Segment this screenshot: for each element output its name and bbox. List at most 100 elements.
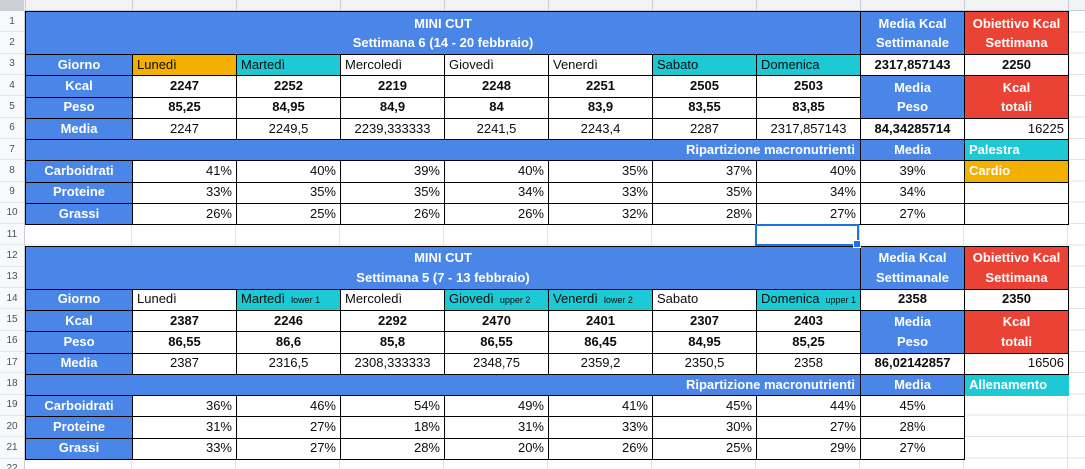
sport-cell[interactable] — [965, 439, 1069, 460]
media-value-cell[interactable]: 2387 — [133, 353, 237, 375]
proteine-pct-cell[interactable]: 34% — [445, 182, 549, 205]
media-value-cell[interactable]: 2308,333333 — [341, 353, 445, 375]
peso-value-cell[interactable]: 83,85 — [757, 97, 861, 119]
kcal-totali-header-cell[interactable]: Kcal totali — [965, 310, 1069, 354]
day-cell[interactable]: Domenica upper 1 — [757, 289, 861, 311]
media-column-header-cell[interactable]: Media — [861, 374, 965, 397]
row-number[interactable]: 11 — [0, 224, 24, 246]
media-kcal-value-cell[interactable]: 2317,857143 — [861, 55, 965, 77]
grassi-media-cell[interactable]: 27% — [861, 438, 965, 461]
kcal-label-cell[interactable]: Kcal — [26, 76, 133, 98]
sport-cell[interactable]: Palestra — [965, 140, 1069, 162]
kcal-value-cell[interactable]: 2505 — [653, 76, 757, 98]
kcal-value-cell[interactable]: 2292 — [341, 310, 445, 333]
peso-value-cell[interactable]: 86,55 — [445, 332, 549, 354]
media-value-cell[interactable]: 2287 — [653, 118, 757, 141]
grassi-pct-cell[interactable]: 28% — [653, 204, 757, 226]
grassi-pct-cell[interactable]: 27% — [237, 438, 341, 461]
media-value-cell[interactable]: 2243,4 — [549, 118, 653, 141]
proteine-pct-cell[interactable]: 33% — [133, 182, 237, 205]
day-cell[interactable]: Martedì — [237, 55, 341, 77]
kcal-value-cell[interactable]: 2248 — [445, 76, 549, 98]
day-cell[interactable]: Lunedì — [133, 55, 237, 77]
day-cell[interactable]: Sabato — [653, 289, 757, 311]
row-number[interactable]: 3 — [0, 54, 24, 75]
grassi-pct-cell[interactable]: 29% — [757, 438, 861, 461]
row-number[interactable]: 22 — [0, 459, 24, 469]
media-kcal-value-cell[interactable]: 2358 — [861, 289, 965, 311]
day-cell[interactable]: Martedì lower 1 — [237, 289, 341, 311]
obiettivo-kcal-header-cell[interactable]: Obiettivo Kcal Settimana — [965, 246, 1069, 290]
peso-value-cell[interactable]: 86,6 — [237, 332, 341, 354]
peso-label-cell[interactable]: Peso — [26, 332, 133, 354]
peso-value-cell[interactable]: 84,9 — [341, 97, 445, 119]
carboidrati-label-cell[interactable]: Carboidrati — [26, 396, 133, 418]
sport-cell[interactable] — [965, 396, 1069, 417]
peso-value-cell[interactable]: 85,25 — [133, 97, 237, 119]
peso-value-cell[interactable]: 84,95 — [237, 97, 341, 119]
peso-value-cell[interactable]: 86,45 — [549, 332, 653, 354]
row-number[interactable]: 13 — [0, 267, 24, 289]
media-value-cell[interactable]: 2358 — [757, 353, 861, 375]
proteine-pct-cell[interactable]: 35% — [237, 182, 341, 205]
day-cell[interactable]: Giovedì upper 2 — [445, 289, 549, 311]
row-number[interactable]: 18 — [0, 373, 24, 395]
day-cell[interactable]: Mercoledì — [341, 289, 445, 311]
carboidrati-pct-cell[interactable]: 40% — [237, 161, 341, 183]
row-number[interactable]: 17 — [0, 352, 24, 374]
carboidrati-label-cell[interactable]: Carboidrati — [26, 161, 133, 183]
row-number[interactable]: 7 — [0, 139, 24, 161]
media-peso-header-cell[interactable]: Media Peso — [861, 310, 965, 354]
grassi-pct-cell[interactable]: 26% — [341, 204, 445, 226]
kcal-value-cell[interactable]: 2251 — [549, 76, 653, 98]
proteine-pct-cell[interactable]: 31% — [445, 417, 549, 439]
day-cell[interactable]: Mercoledì — [341, 55, 445, 77]
select-all-corner[interactable] — [0, 0, 24, 10]
proteine-pct-cell[interactable]: 27% — [757, 417, 861, 439]
peso-value-cell[interactable]: 83,55 — [653, 97, 757, 119]
proteine-pct-cell[interactable]: 33% — [549, 182, 653, 205]
day-cell[interactable]: Sabato — [653, 55, 757, 77]
carboidrati-pct-cell[interactable]: 45% — [653, 396, 757, 418]
peso-value-cell[interactable]: 84 — [445, 97, 549, 119]
kcal-value-cell[interactable]: 2403 — [757, 310, 861, 333]
table-title-cell[interactable]: MINI CUT Settimana 6 (14 - 20 febbraio) — [26, 12, 861, 55]
media-peso-value-cell[interactable]: 86,02142857 — [861, 353, 965, 375]
carboidrati-pct-cell[interactable]: 40% — [445, 161, 549, 183]
kcal-value-cell[interactable]: 2470 — [445, 310, 549, 333]
column-header-strip[interactable] — [0, 0, 1085, 11]
grassi-pct-cell[interactable]: 32% — [549, 204, 653, 226]
media-value-cell[interactable]: 2348,75 — [445, 353, 549, 375]
day-cell[interactable]: Lunedì — [133, 289, 237, 311]
day-cell[interactable]: Domenica — [757, 55, 861, 77]
sport-cell[interactable]: Cardio — [965, 161, 1069, 183]
proteine-label-cell[interactable]: Proteine — [26, 417, 133, 439]
obiettivo-kcal-value-cell[interactable]: 2350 — [965, 289, 1069, 311]
proteine-pct-cell[interactable]: 33% — [549, 417, 653, 439]
grassi-pct-cell[interactable]: 26% — [133, 204, 237, 226]
row-number[interactable]: 5 — [0, 96, 24, 118]
proteine-pct-cell[interactable]: 34% — [757, 182, 861, 205]
row-number[interactable]: 8 — [0, 160, 24, 182]
kcal-totali-value-cell[interactable]: 16225 — [965, 118, 1069, 141]
peso-value-cell[interactable]: 85,8 — [341, 332, 445, 354]
carboidrati-pct-cell[interactable]: 54% — [341, 396, 445, 418]
row-number[interactable]: 16 — [0, 331, 24, 352]
proteine-pct-cell[interactable]: 31% — [133, 417, 237, 439]
kcal-totali-header-cell[interactable]: Kcal totali — [965, 76, 1069, 119]
kcal-value-cell[interactable]: 2246 — [237, 310, 341, 333]
day-cell[interactable]: Giovedì — [445, 55, 549, 77]
proteine-pct-cell[interactable]: 30% — [653, 417, 757, 439]
giorno-label-cell[interactable]: Giorno — [26, 55, 133, 77]
media-value-cell[interactable]: 2241,5 — [445, 118, 549, 141]
sport-cell[interactable] — [965, 417, 1069, 438]
grassi-label-cell[interactable]: Grassi — [26, 438, 133, 461]
kcal-value-cell[interactable]: 2307 — [653, 310, 757, 333]
row-number[interactable]: 9 — [0, 182, 24, 203]
proteine-media-cell[interactable]: 28% — [861, 417, 965, 439]
row-number[interactable]: 6 — [0, 118, 24, 139]
sport-cell[interactable]: Allenamento — [965, 374, 1069, 397]
carboidrati-pct-cell[interactable]: 37% — [653, 161, 757, 183]
giorno-label-cell[interactable]: Giorno — [26, 289, 133, 311]
proteine-pct-cell[interactable]: 27% — [237, 417, 341, 439]
